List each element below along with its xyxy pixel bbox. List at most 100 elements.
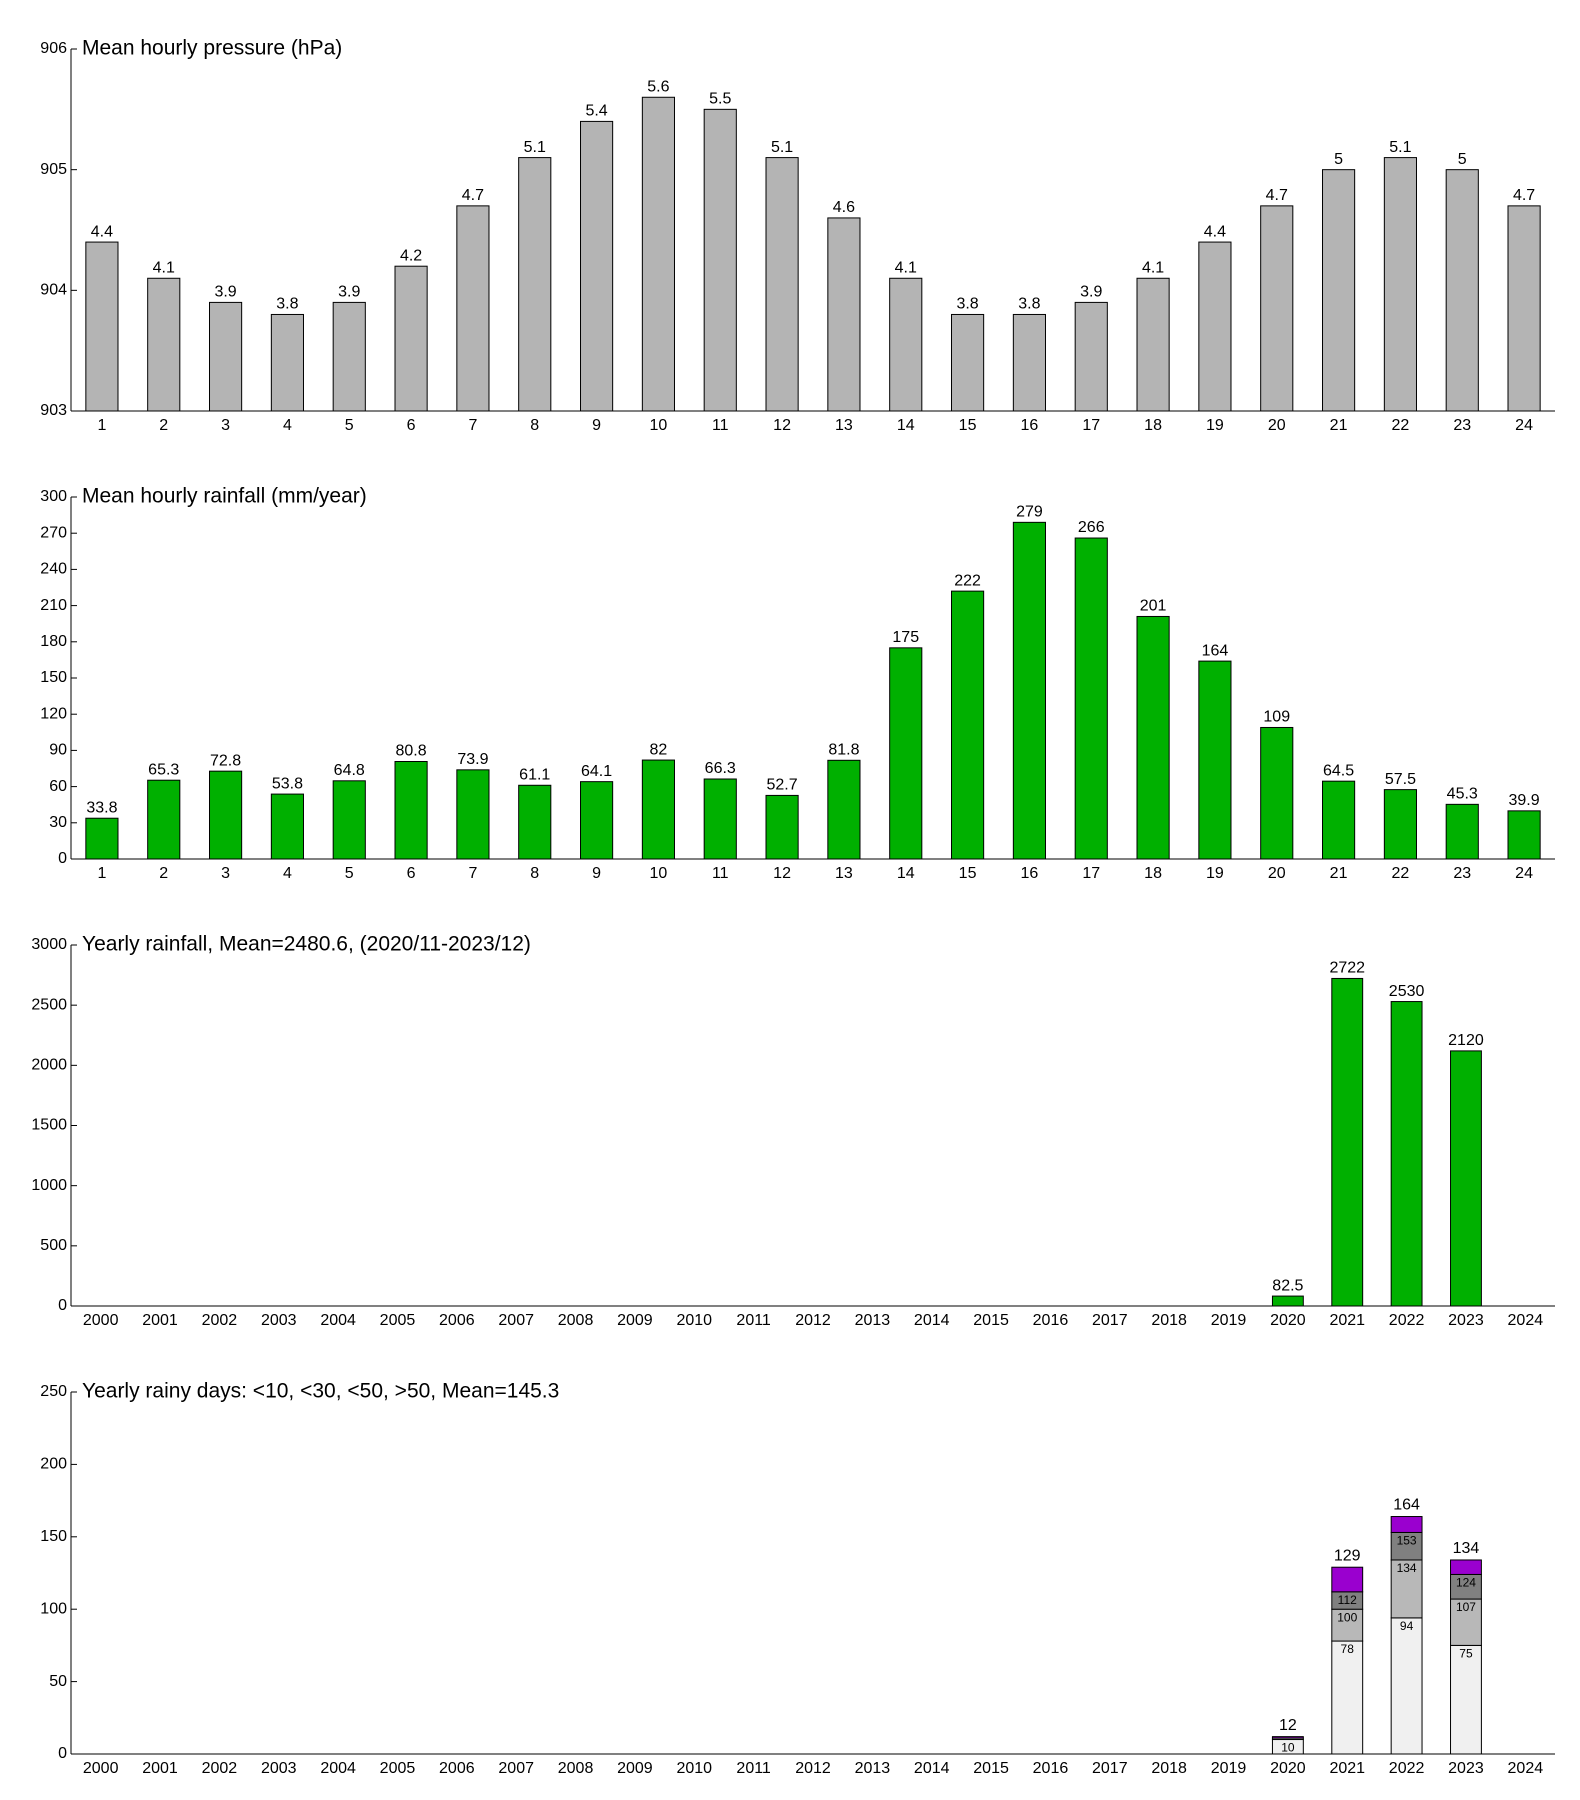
value-label: 52.7 — [767, 777, 798, 794]
x-tick-label: 2010 — [676, 1312, 712, 1329]
x-tick-label: 2004 — [320, 1760, 356, 1777]
bar — [209, 301, 243, 412]
value-label: 4.7 — [462, 187, 484, 204]
value-label: 4.7 — [1266, 187, 1288, 204]
total-label: 12 — [1279, 1717, 1297, 1734]
bar — [456, 769, 490, 860]
x-tick-label: 9 — [592, 865, 601, 882]
x-tick-label: 15 — [959, 417, 977, 434]
value-label: 5.5 — [709, 91, 731, 108]
bar — [1383, 789, 1417, 860]
bar — [1507, 205, 1541, 412]
x-tick-label: 14 — [897, 865, 915, 882]
segment-label: 134 — [1397, 1561, 1417, 1575]
bar — [765, 157, 799, 412]
x-tick-label: 22 — [1392, 417, 1410, 434]
value-label: 65.3 — [148, 761, 179, 778]
value-label: 2722 — [1329, 960, 1365, 977]
y-tick-label: 270 — [40, 524, 67, 541]
x-tick-label: 4 — [283, 865, 292, 882]
value-label: 2120 — [1448, 1032, 1484, 1049]
segment-label: 100 — [1337, 1610, 1357, 1624]
x-tick-label: 2012 — [795, 1312, 831, 1329]
value-label: 266 — [1078, 519, 1105, 536]
y-tick-label: 50 — [49, 1673, 67, 1690]
bar — [394, 761, 428, 860]
x-tick-label: 3 — [221, 865, 230, 882]
bar-segment — [1450, 1559, 1482, 1575]
x-tick-label: 18 — [1144, 417, 1162, 434]
bar-segment — [1390, 1516, 1423, 1533]
bar-segment — [1390, 1559, 1423, 1619]
x-tick-label: 2013 — [855, 1760, 891, 1777]
bar-segment — [1450, 1598, 1482, 1646]
bar — [1260, 205, 1294, 412]
value-label: 5.4 — [585, 103, 607, 120]
bar — [951, 313, 985, 412]
x-tick-label: 2017 — [1092, 1760, 1128, 1777]
x-tick-label: 11 — [712, 417, 729, 434]
bar — [1331, 977, 1364, 1307]
x-tick-label: 13 — [835, 417, 853, 434]
value-label: 5.1 — [524, 139, 546, 156]
bar — [1322, 780, 1356, 860]
x-tick-label: 10 — [650, 865, 668, 882]
value-label: 5.1 — [1389, 139, 1411, 156]
value-label: 3.8 — [1018, 296, 1040, 313]
value-label: 57.5 — [1385, 771, 1416, 788]
x-tick-label: 15 — [959, 865, 977, 882]
x-tick-label: 11 — [712, 865, 729, 882]
bar — [209, 770, 243, 860]
value-label: 164 — [1202, 642, 1229, 659]
value-label: 80.8 — [396, 743, 427, 760]
x-tick-label: 14 — [897, 417, 915, 434]
y-tick-label: 210 — [40, 597, 67, 614]
value-label: 3.9 — [214, 284, 236, 301]
x-tick-label: 3 — [221, 417, 230, 434]
bar — [1390, 1001, 1423, 1307]
x-tick-label: 21 — [1330, 865, 1348, 882]
x-tick-label: 2018 — [1151, 1760, 1187, 1777]
x-tick-label: 23 — [1453, 865, 1471, 882]
chart-title: Yearly rainy days: <10, <30, <50, >50, M… — [82, 1380, 559, 1403]
value-label: 4.2 — [400, 247, 422, 264]
x-tick-label: 2023 — [1448, 1312, 1484, 1329]
x-tick-label: 2019 — [1211, 1312, 1247, 1329]
x-tick-label: 2007 — [498, 1760, 534, 1777]
bar — [147, 277, 181, 412]
bar — [518, 784, 552, 860]
x-tick-label: 1 — [97, 417, 106, 434]
x-tick-label: 2020 — [1270, 1760, 1306, 1777]
y-tick-label: 300 — [40, 488, 67, 505]
bar — [85, 241, 119, 412]
value-label: 3.9 — [1080, 284, 1102, 301]
value-label: 201 — [1140, 598, 1167, 615]
x-tick-label: 7 — [468, 417, 477, 434]
x-tick-label: 4 — [283, 417, 292, 434]
value-label: 4.4 — [1204, 223, 1226, 240]
total-label: 129 — [1334, 1547, 1361, 1564]
x-tick-label: 2007 — [498, 1312, 534, 1329]
x-tick-label: 2010 — [676, 1760, 712, 1777]
total-label: 134 — [1453, 1540, 1480, 1557]
bar — [703, 778, 737, 860]
value-label: 33.8 — [86, 799, 117, 816]
bar — [1012, 521, 1046, 860]
x-tick-label: 2014 — [914, 1760, 950, 1777]
x-tick-label: 2021 — [1329, 1312, 1365, 1329]
bar — [889, 277, 923, 412]
x-tick-label: 12 — [773, 865, 791, 882]
value-label: 61.1 — [519, 766, 550, 783]
x-tick-label: 8 — [530, 865, 539, 882]
x-tick-label: 19 — [1206, 865, 1224, 882]
y-tick-label: 180 — [40, 633, 67, 650]
value-label: 4.6 — [833, 199, 855, 216]
bar — [641, 759, 675, 860]
bar — [1445, 803, 1479, 860]
bar — [1198, 241, 1232, 412]
x-tick-label: 2 — [159, 417, 168, 434]
value-label: 4.1 — [1142, 259, 1164, 276]
segment-label: 78 — [1341, 1642, 1355, 1656]
x-tick-label: 24 — [1515, 865, 1533, 882]
